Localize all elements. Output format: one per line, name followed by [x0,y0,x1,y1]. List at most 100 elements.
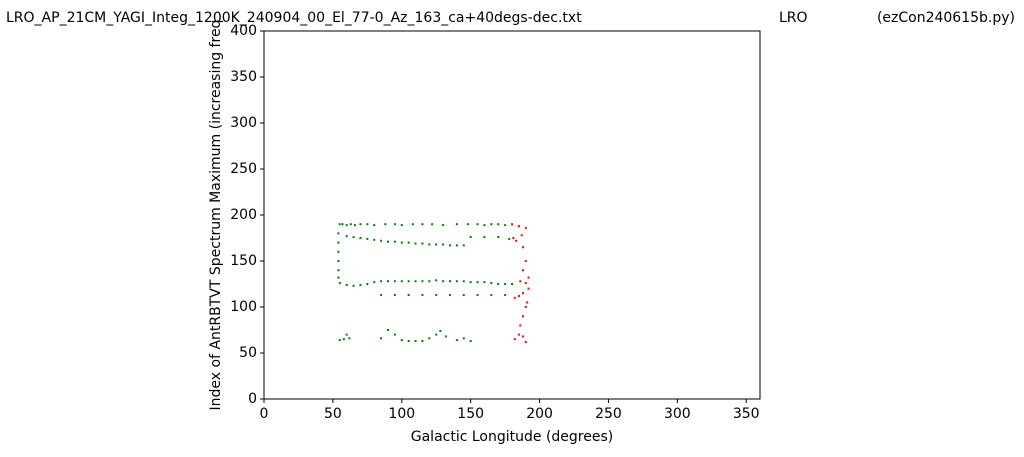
point [337,241,340,244]
point [407,294,410,297]
y-tick-label: 350 [230,69,257,85]
point [513,296,516,299]
point [338,339,341,342]
x-tick-label: 100 [388,406,415,422]
y-tick-label: 150 [230,253,257,269]
point [345,235,348,238]
point [515,239,518,242]
point [407,340,410,343]
point [522,292,525,295]
point [366,223,369,226]
point [345,224,348,227]
point [476,281,479,284]
point [393,223,396,226]
point [512,237,515,239]
y-tick-label: 0 [248,391,257,407]
point [490,294,493,297]
point [411,223,414,226]
point [337,276,340,279]
point [359,223,362,226]
point [366,283,369,285]
point [522,269,525,272]
y-tick-label: 250 [230,161,257,177]
y-tick-label: 100 [230,299,257,315]
point [338,282,341,285]
point [421,280,424,283]
point [341,223,344,226]
point [400,280,403,283]
point [508,237,511,240]
point [522,335,525,338]
point [414,340,417,343]
chart-title: LRO_AP_21CM_YAGI_Integ_1200K_240904_00_E… [6,10,582,26]
point [469,340,472,343]
x-tick-label: 50 [324,406,342,422]
point [393,294,396,297]
point [428,337,431,340]
point [527,287,530,290]
point [428,280,431,283]
point [511,223,513,226]
point [400,224,403,227]
point [527,276,530,279]
point [483,236,486,239]
point [442,243,445,246]
point [524,282,527,285]
point [431,223,434,226]
point [349,223,352,226]
point [348,337,351,340]
point [526,301,529,304]
point [387,280,389,283]
point [504,224,507,227]
x-tick-label: 150 [457,406,484,422]
point [352,284,355,287]
point [421,223,424,226]
point [483,224,486,227]
point [455,223,458,226]
x-tick-label: 300 [664,406,691,422]
point [373,238,376,241]
point [524,226,527,229]
point [400,339,403,342]
y-tick-label: 200 [230,207,257,223]
point [449,280,451,283]
point [393,333,396,336]
point [366,237,369,240]
point [352,236,355,239]
point [497,223,500,226]
point [462,280,465,283]
point [524,340,527,343]
point [421,242,424,245]
point [435,243,438,246]
point [462,244,465,247]
point [469,236,472,239]
y-axis-label: Index of AntRBTVT Spectrum Maximum (incr… [208,20,224,411]
point [442,224,445,227]
point [337,269,340,272]
point [466,223,469,226]
point [337,232,340,235]
point [353,224,356,227]
point [504,294,507,297]
chart-title-right: (ezCon240615b.py) [877,10,1015,26]
point [476,294,479,297]
point [520,234,523,237]
x-tick-label: 350 [733,406,760,422]
point [511,283,513,285]
point [359,283,362,286]
point [380,239,383,242]
point [421,294,424,297]
point [497,283,500,285]
point [462,294,465,297]
point [393,240,396,243]
point [345,283,348,286]
point [497,236,500,239]
chart-title-center: LRO [779,10,808,26]
point [476,223,479,226]
point [517,333,520,336]
point [513,338,516,341]
point [519,324,522,327]
y-tick-label: 50 [239,345,257,361]
point [359,237,362,239]
